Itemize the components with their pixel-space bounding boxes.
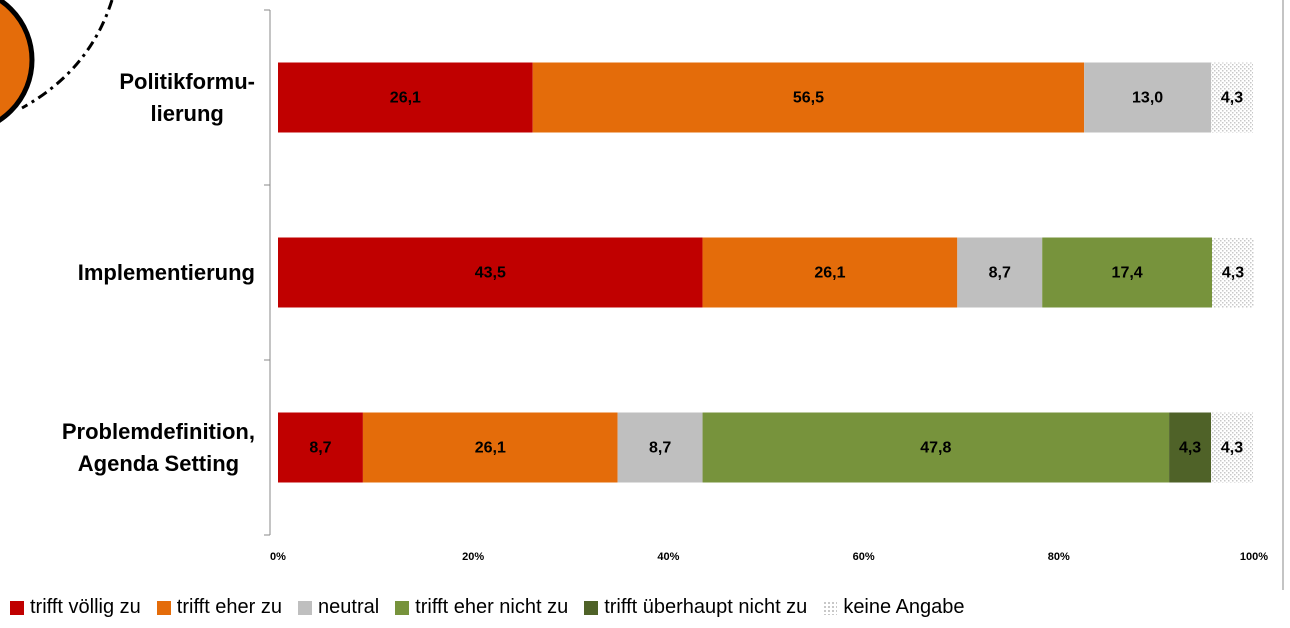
x-tick-label: 0% <box>270 551 286 563</box>
value-label: 47,8 <box>920 440 951 457</box>
x-tick-label: 80% <box>1048 551 1070 563</box>
legend-item: trifft eher nicht zu <box>395 596 568 619</box>
bar-segment <box>617 412 703 483</box>
value-label: 26,1 <box>390 90 421 107</box>
value-label: 4,3 <box>1222 265 1244 282</box>
legend-item: trifft überhaupt nicht zu <box>584 596 807 619</box>
x-tick-label: 100% <box>1240 551 1268 563</box>
value-label: 56,5 <box>793 90 824 107</box>
legend-swatch <box>156 600 171 615</box>
legend-label: trifft eher nicht zu <box>415 596 569 618</box>
bar-segment <box>1211 62 1254 133</box>
value-label: 4,3 <box>1179 440 1201 457</box>
x-tick-label: 60% <box>853 551 875 563</box>
decor-circle <box>0 0 35 123</box>
bar-segment <box>1211 412 1254 483</box>
bar-segment <box>278 237 703 308</box>
value-label: 8,7 <box>649 440 671 457</box>
value-label: 17,4 <box>1112 265 1143 282</box>
bar-segment <box>702 412 1170 483</box>
category-label: Politikformu- lierung <box>119 68 255 126</box>
bar-segment <box>1169 412 1212 483</box>
legend-label: neutral <box>318 596 380 618</box>
legend-label: keine Angabe <box>843 596 965 618</box>
bar-segment <box>278 62 533 133</box>
bar-segment <box>1042 237 1213 308</box>
category-label: Implementierung <box>77 259 255 285</box>
legend-swatch <box>584 600 599 615</box>
legend-swatch <box>10 600 24 615</box>
bar-segment <box>957 237 1043 308</box>
value-label: 13,0 <box>1132 90 1163 107</box>
bar-segment <box>1212 237 1254 308</box>
value-label: 26,1 <box>814 265 845 282</box>
value-label: 8,7 <box>309 440 331 457</box>
legend-swatch <box>823 600 838 615</box>
bar-segment <box>362 412 618 483</box>
value-label: 43,5 <box>475 265 506 282</box>
x-tick-label: 20% <box>462 551 484 563</box>
value-label: 4,3 <box>1221 440 1243 457</box>
bar-segment <box>532 62 1085 133</box>
bar-segment <box>702 237 958 308</box>
legend-item: keine Angabe <box>823 596 965 619</box>
legend-item: neutral <box>298 596 379 619</box>
value-label: 26,1 <box>475 440 506 457</box>
legend-item: trifft völlig zu <box>10 596 141 619</box>
x-tick-label: 40% <box>657 551 679 563</box>
legend-label: trifft überhaupt nicht zu <box>604 596 808 618</box>
legend: trifft völlig zu trifft eher zu neutral tri… <box>10 596 965 619</box>
legend-swatch <box>395 600 410 615</box>
legend-label: trifft eher zu <box>176 596 283 618</box>
bar-segment <box>278 412 363 483</box>
category-label: Problemdefinition, Agenda Setting <box>61 418 255 476</box>
legend-swatch <box>298 600 313 615</box>
value-label: 4,3 <box>1221 90 1243 107</box>
legend-label: trifft völlig zu <box>30 596 141 618</box>
legend-item: trifft eher zu <box>156 596 283 619</box>
bar-segment <box>1084 62 1212 133</box>
decor-arc <box>21 0 114 110</box>
value-label: 8,7 <box>989 265 1011 282</box>
